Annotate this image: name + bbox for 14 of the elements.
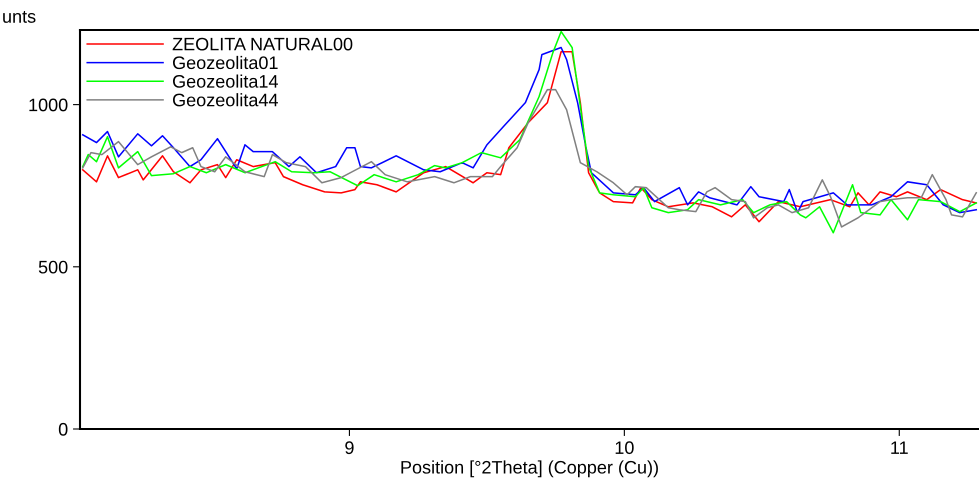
x-tick-label: 10 [616,441,634,454]
line-series [82,30,978,234]
y-tick-label: 0 [58,422,68,436]
line-series [82,88,978,228]
legend-label: ZEOLITA NATURAL00 [172,38,352,50]
y-tick-label: 1000 [29,98,68,112]
y-axis-title: unts [3,11,36,23]
x-tick-label: 11 [891,441,908,454]
x-tick-label: 9 [345,441,354,454]
legend-label: Geozeolita01 [172,56,278,70]
x-axis-title: Position [°2Theta] (Copper (Cu)) [401,460,658,478]
y-tick-label: 500 [38,260,68,274]
legend-label: Geozeolita14 [172,74,278,88]
legend-label: Geozeolita44 [172,93,278,106]
